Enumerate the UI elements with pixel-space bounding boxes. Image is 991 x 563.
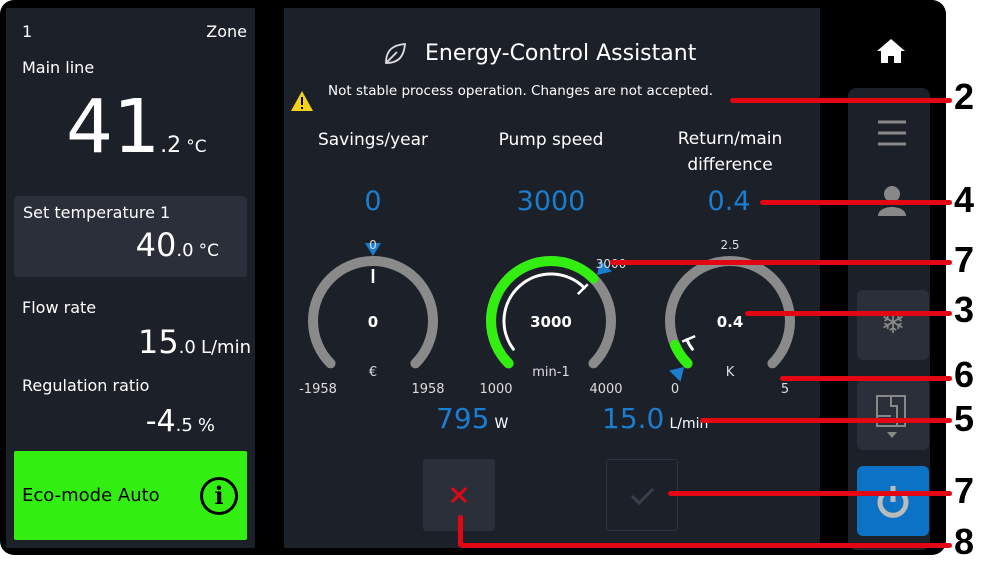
main-temp-dec: .2 <box>160 133 182 158</box>
annotation-line <box>780 376 952 381</box>
warning-icon <box>291 91 313 111</box>
energy-control-panel: Energy-Control Assistant Not stable proc… <box>284 8 820 548</box>
gauge-setpoint-marker <box>365 243 381 256</box>
annotation-number: 6 <box>954 354 975 395</box>
reg-unit: % <box>197 415 215 436</box>
set-temp-value: 40.0 °C <box>136 226 219 264</box>
gauge-unit: € <box>369 365 377 380</box>
zone-layout-button[interactable] <box>857 380 929 450</box>
flow-rate-label: Flow rate <box>22 298 97 317</box>
gauge-min-label: 1000 <box>479 382 512 397</box>
power-unit: W <box>494 416 509 432</box>
power-value: 795 <box>436 402 490 435</box>
zone-label: Zone <box>206 22 247 41</box>
flow-unit: L/min <box>200 337 251 358</box>
set-temp-dec: .0 <box>176 240 194 261</box>
flow-value: 15.0 <box>602 402 665 435</box>
power-icon <box>877 486 909 518</box>
accept-button[interactable] <box>606 459 678 531</box>
gauge-value-arc <box>486 256 599 369</box>
annotation-line <box>610 260 952 265</box>
annotation-number: 7 <box>954 239 975 280</box>
set-temp-unit: °C <box>198 241 219 261</box>
main-temp-int: 41 <box>66 84 161 170</box>
info-icon[interactable]: i <box>200 477 238 515</box>
gauge-top-label: 2.5 <box>720 238 739 252</box>
gauge-center-value: 0.4 <box>717 313 744 331</box>
gauge-inner-arc <box>685 338 694 351</box>
main-line-temperature: 41.2 °C <box>66 84 207 170</box>
annotation-number: 4 <box>954 179 975 220</box>
user-icon[interactable] <box>876 182 908 218</box>
check-icon <box>630 487 655 506</box>
gauge-setpoint-marker <box>596 260 612 276</box>
annotation-line <box>458 515 463 547</box>
regulation-ratio-value: -4.5 % <box>146 404 215 439</box>
gauge-min-label: 0 <box>671 382 679 397</box>
gauge-top-label: 0 <box>369 238 377 252</box>
flow-unit-center: L/min <box>669 416 709 432</box>
return-main-difference-label: Return/main difference <box>677 129 783 175</box>
main-line-label: Main line <box>22 58 95 77</box>
panel-title: Energy-Control Assistant <box>425 41 697 66</box>
gauge-unit: K <box>726 365 735 380</box>
gauge-center-value: 3000 <box>530 313 572 331</box>
gauge-track <box>308 256 438 369</box>
close-icon <box>450 486 468 504</box>
leaf-icon <box>385 43 406 64</box>
annotation-number: 8 <box>954 521 975 562</box>
menu-icon[interactable] <box>876 118 908 148</box>
gauge-min-label: -1958 <box>299 382 337 397</box>
annotation-number: 7 <box>954 470 975 511</box>
eco-mode-label: Eco-mode Auto <box>22 485 160 506</box>
set-temperature-button[interactable]: Set temperature 1 40.0 °C <box>14 196 247 277</box>
annotation-number: 3 <box>954 289 975 330</box>
annotation-number: 2 <box>954 76 975 117</box>
gauge-center-value: 0 <box>368 313 378 331</box>
cooling-button[interactable]: ❄ <box>857 290 929 360</box>
flow-dec: .0 <box>178 337 196 358</box>
gauge-needle <box>681 334 696 343</box>
annotation-line <box>700 418 952 423</box>
zone-panel: 1 Zone Main line 41.2 °C Set temperature… <box>6 8 255 548</box>
zone-number: 1 <box>22 22 33 41</box>
pump-speed-value: 3000 <box>516 186 586 217</box>
savings-label: Savings/year <box>317 130 429 150</box>
savings-value: 0 <box>364 186 382 217</box>
annotation-line <box>760 200 952 205</box>
gauge-needle <box>576 283 589 296</box>
gauge-max-label: 5 <box>781 382 789 397</box>
main-temp-unit: °C <box>186 137 207 157</box>
floorplan-icon <box>876 395 906 438</box>
reg-dec: .5 <box>175 415 193 436</box>
home-icon <box>877 39 905 63</box>
gauges: 00€-1958195830003000min-1100040002.50.4K… <box>299 238 795 397</box>
regulation-ratio-label: Regulation ratio <box>22 376 150 395</box>
gauge-inner-arc <box>502 272 586 351</box>
eco-mode-button[interactable]: Eco-mode Auto i <box>14 451 247 540</box>
power-button[interactable] <box>857 466 929 536</box>
annotation-line <box>745 311 952 316</box>
annotation-line <box>460 543 952 548</box>
gauge-max-label: 1958 <box>411 382 444 397</box>
set-temp-label: Set temperature 1 <box>23 203 171 222</box>
return-main-difference-value: 0.4 <box>707 186 751 217</box>
gauge-setpoint-marker <box>669 366 685 382</box>
annotation-number: 5 <box>954 398 975 439</box>
power-readout: 795 W <box>436 402 508 435</box>
gauge-value-arc <box>669 339 693 369</box>
warning-message: Not stable process operation. Changes ar… <box>328 83 714 99</box>
annotation-line <box>730 98 952 103</box>
pump-speed-label: Pump speed <box>498 130 604 150</box>
flow-int: 15 <box>137 323 179 361</box>
reg-int: -4 <box>145 404 176 439</box>
flow-rate-value: 15.0 L/min <box>138 323 251 361</box>
annotation-line <box>668 491 952 496</box>
gauge-max-label: 4000 <box>589 382 622 397</box>
gauge-unit: min-1 <box>532 365 569 380</box>
set-temp-int: 40 <box>135 226 177 264</box>
nav-home-button[interactable] <box>840 14 930 88</box>
flow-readout: 15.0 L/min <box>602 402 708 435</box>
